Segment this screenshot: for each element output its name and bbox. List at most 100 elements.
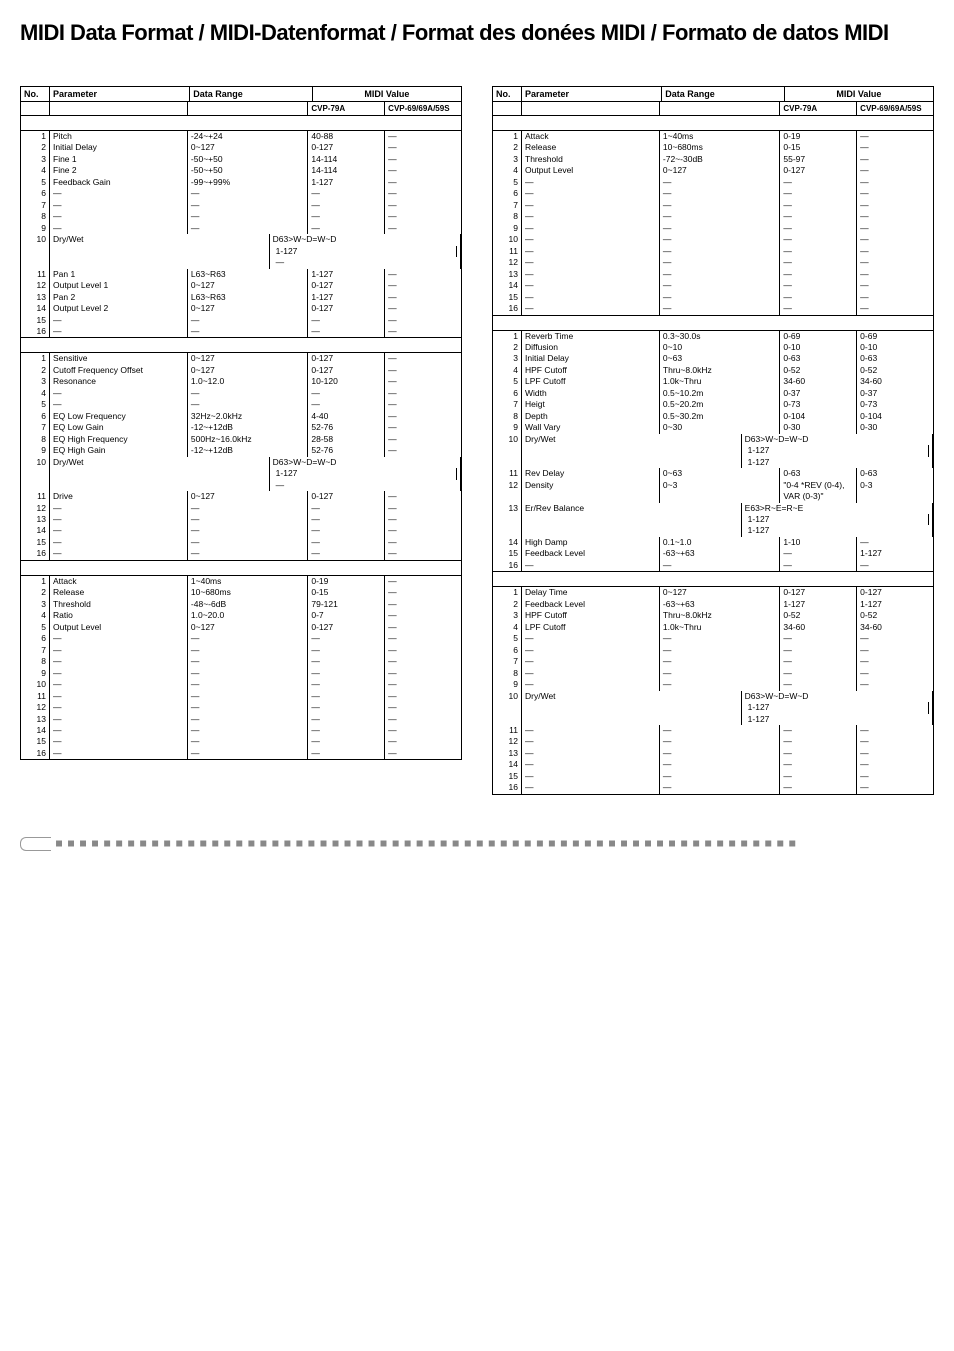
cell-m1: — [308, 668, 385, 679]
cell-range: L63~R63 [188, 269, 308, 280]
cell-no: 12 [493, 736, 522, 747]
cell-m1: — [308, 200, 385, 211]
cell-m1: 55-97 [780, 154, 857, 165]
cell-m2: — [857, 200, 933, 211]
table-row: 7———— [493, 200, 933, 211]
cell-range: 0~127 [188, 622, 308, 633]
cell-m1: 0-127 [308, 303, 385, 314]
cell-param: Er/Rev Balance [522, 503, 742, 537]
cell-no: 8 [21, 434, 50, 445]
cell-m2: — [385, 326, 461, 337]
cell-m1: — [780, 759, 857, 770]
cell-m2: — [857, 668, 933, 679]
footer-bracket [20, 837, 51, 851]
table-row: 16———— [493, 303, 933, 314]
cell-range: — [188, 656, 308, 667]
cell-m1: — [308, 725, 385, 736]
table-row: 13Er/Rev BalanceE63>R~E=R~E1-1271-127 [493, 503, 933, 537]
cell-range: 0~63 [660, 353, 780, 364]
cell-m2: — [857, 188, 933, 199]
cell-range: 0~127 [188, 280, 308, 291]
section: 1Attack1~40ms0-19—2Release10~680ms0-15—3… [493, 131, 933, 316]
cell-param: Output Level [522, 165, 660, 176]
cell-range: — [660, 748, 780, 759]
cell-range: 1~40ms [660, 131, 780, 142]
table-row: 9———— [21, 668, 461, 679]
cell-no: 6 [21, 411, 50, 422]
table-row: 9———— [21, 223, 461, 234]
cell-range: 0~3 [660, 480, 780, 503]
col-range [188, 102, 308, 115]
cell-m1: 34-60 [780, 622, 857, 633]
table-row: 13———— [21, 714, 461, 725]
cell-param: Fine 1 [50, 154, 188, 165]
cell-no: 5 [21, 177, 50, 188]
cell-m2: 0-3 [857, 480, 933, 503]
cell-m2: — [385, 177, 461, 188]
table-row: 1Attack1~40ms0-19— [21, 576, 461, 587]
cell-m1: — [780, 246, 857, 257]
cell-no: 13 [21, 714, 50, 725]
cell-param: Threshold [522, 154, 660, 165]
cell-no: 8 [21, 656, 50, 667]
cell-param: Release [522, 142, 660, 153]
cell-m1: 1-127 [780, 599, 857, 610]
cell-m2: — [385, 576, 461, 587]
cell-param: — [50, 514, 188, 525]
cell-no: 1 [493, 587, 522, 598]
cell-m2: — [385, 376, 461, 387]
cell-param: Cutoff Frequency Offset [50, 365, 188, 376]
table-row: 8EQ High Frequency500Hz~16.0kHz28-58— [21, 434, 461, 445]
cell-no: 5 [493, 633, 522, 644]
cell-range: — [660, 257, 780, 268]
section-spacer [493, 572, 933, 587]
table-row: 1Pitch-24~+2440-88— [21, 131, 461, 142]
cell-param: — [522, 560, 660, 571]
cell-m2: — [385, 292, 461, 303]
table-row: 9———— [493, 223, 933, 234]
cell-param: — [522, 736, 660, 747]
cell-m2: 1-127 [745, 457, 929, 468]
cell-no: 8 [493, 411, 522, 422]
cell-m1: 0-69 [780, 331, 857, 342]
cell-m1: — [308, 548, 385, 559]
cell-m2: 0-69 [857, 331, 933, 342]
col-m1: CVP-79A [780, 102, 857, 115]
cell-param: — [522, 759, 660, 770]
param-table: No.ParameterData RangeMIDI ValueCVP-79AC… [492, 86, 934, 795]
cell-m1: — [308, 326, 385, 337]
footer-dots [56, 838, 934, 849]
table-row: 12———— [493, 257, 933, 268]
cell-param: Feedback Gain [50, 177, 188, 188]
section-spacer [493, 116, 933, 131]
table-row: 16———— [493, 560, 933, 571]
cell-no: 9 [493, 679, 522, 690]
cell-range: — [188, 736, 308, 747]
cell-range: — [188, 537, 308, 548]
cell-m2: — [385, 422, 461, 433]
cell-m1: 79-121 [308, 599, 385, 610]
cell-no: 5 [493, 376, 522, 387]
table-row: 16———— [21, 326, 461, 337]
cell-m2: 0-63 [857, 353, 933, 364]
cell-range: — [660, 303, 780, 314]
cell-m2: — [857, 759, 933, 770]
cell-range: — [188, 503, 308, 514]
section: 1Sensitive0~1270-127—2Cutoff Frequency O… [21, 353, 461, 560]
cell-m1: — [308, 388, 385, 399]
cell-range: 0~127 [188, 353, 308, 364]
cell-range: — [188, 514, 308, 525]
cell-param: — [522, 668, 660, 679]
table-row: 2Initial Delay0~1270-127— [21, 142, 461, 153]
cell-param: — [522, 748, 660, 759]
cell-range: 0.5~20.2m [660, 399, 780, 410]
table-row: 1Attack1~40ms0-19— [493, 131, 933, 142]
cell-m1: 10-120 [308, 376, 385, 387]
cell-m2: — [857, 771, 933, 782]
cell-m1: — [780, 234, 857, 245]
cell-no: 6 [21, 188, 50, 199]
cell-m2: — [385, 525, 461, 536]
cell-param: Density [522, 480, 660, 503]
cell-range: — [188, 633, 308, 644]
cell-m2: 1-127 [857, 548, 933, 559]
